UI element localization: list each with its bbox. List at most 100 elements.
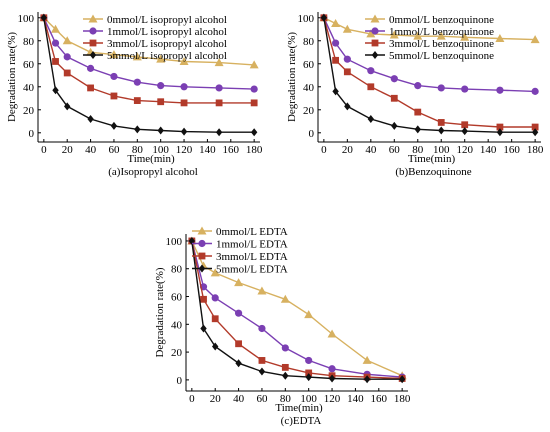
chart-panel-3: 0 20 40 60 80 100 120 140 160 180020406080100Time…	[154, 226, 411, 427]
data-point	[215, 84, 223, 92]
y-tick-label: 0	[309, 128, 315, 140]
y-tick-label: 100	[298, 13, 315, 25]
x-tick-label: 60	[389, 144, 401, 156]
y-tick-label: 60	[23, 59, 35, 71]
data-point	[215, 99, 223, 107]
legend-label: 0mmol/L benzoquinone	[389, 14, 494, 26]
data-point	[437, 119, 445, 126]
data-point	[305, 369, 313, 377]
data-point	[332, 87, 339, 96]
x-tick-label: 40	[365, 144, 377, 156]
y-tick-label: 40	[303, 82, 315, 94]
legend-label: 1mmol/L EDTA	[216, 239, 288, 251]
x-tick-label: 0	[321, 144, 327, 156]
data-point	[343, 55, 351, 63]
data-point	[215, 128, 223, 137]
legend-label: 5mmol/L isopropyl alcohol	[107, 50, 227, 62]
legend-marker	[371, 51, 379, 59]
data-point	[133, 78, 141, 86]
data-point	[495, 33, 505, 42]
x-tick-label: 160	[371, 393, 388, 405]
data-point	[63, 53, 71, 61]
data-point	[362, 355, 372, 364]
series-3	[320, 14, 539, 131]
legend-label: 0mmol/L EDTA	[216, 226, 288, 238]
series-4	[40, 13, 258, 137]
data-point	[87, 84, 94, 92]
data-point	[281, 363, 289, 371]
data-point	[332, 56, 340, 64]
y-tick-label: 20	[171, 347, 183, 359]
data-point	[180, 127, 188, 136]
y-tick-label: 100	[166, 236, 183, 248]
y-tick-label: 20	[23, 105, 35, 117]
legend-label: 5mmol/L benzoquinone	[389, 50, 494, 62]
y-axis-title: Degradation rate(%)	[154, 267, 166, 357]
data-point	[40, 13, 48, 22]
data-point	[250, 128, 258, 137]
series-line	[191, 240, 403, 380]
data-point	[110, 92, 118, 100]
data-point	[87, 114, 94, 123]
y-tick-label: 100	[18, 13, 35, 25]
x-tick-label: 0	[41, 144, 47, 156]
legend-marker	[89, 27, 97, 35]
data-point	[180, 83, 188, 91]
series-4	[320, 13, 539, 137]
x-tick-label: 160	[503, 144, 520, 156]
panel-caption: (a)Isopropyl alcohol	[108, 166, 198, 178]
x-tick-label: 0	[189, 393, 195, 405]
data-point	[258, 357, 266, 364]
data-point	[344, 102, 351, 111]
panel-caption: (b)Benzoquinone	[395, 166, 471, 178]
x-tick-label: 120	[456, 144, 473, 156]
x-tick-label: 20	[342, 144, 354, 156]
x-axis-title: Time(min)	[275, 402, 323, 414]
series-line	[323, 17, 536, 128]
data-point	[496, 123, 504, 131]
series-3	[40, 14, 258, 107]
data-point	[304, 310, 314, 319]
y-tick-label: 0	[177, 375, 183, 387]
data-point	[51, 24, 61, 33]
data-point	[398, 375, 406, 384]
x-tick-label: 140	[199, 144, 216, 156]
data-point	[390, 94, 398, 102]
data-point	[366, 29, 376, 38]
data-point	[328, 365, 336, 373]
x-tick-label: 80	[280, 393, 292, 405]
series-line	[323, 17, 536, 41]
data-point	[86, 64, 95, 72]
data-point	[200, 324, 207, 333]
series-line	[43, 17, 255, 104]
series-line	[43, 17, 255, 90]
data-point	[52, 86, 59, 95]
legend-marker	[370, 14, 380, 23]
data-point	[389, 30, 399, 39]
data-point	[367, 83, 375, 91]
y-tick-label: 60	[171, 292, 183, 304]
data-point	[210, 268, 220, 277]
data-point	[436, 31, 446, 40]
data-point	[52, 58, 59, 65]
x-tick-label: 120	[176, 144, 193, 156]
y-axis-title: Degradation rate(%)	[6, 32, 18, 122]
data-point	[63, 69, 71, 77]
data-point	[110, 121, 118, 130]
x-tick-label: 120	[324, 393, 341, 405]
data-point	[214, 58, 224, 67]
x-tick-label: 80	[132, 144, 144, 156]
data-point	[496, 86, 504, 94]
data-point	[51, 39, 60, 47]
legend-marker	[198, 239, 206, 248]
legend-label: 3mmol/L isopropyl alcohol	[107, 38, 227, 50]
data-point	[257, 286, 267, 295]
x-tick-label: 20	[62, 144, 74, 156]
data-point	[438, 126, 445, 135]
x-tick-label: 60	[108, 144, 120, 156]
data-point	[414, 82, 422, 90]
data-point	[414, 125, 421, 134]
data-point	[109, 50, 119, 59]
data-point	[367, 67, 375, 75]
